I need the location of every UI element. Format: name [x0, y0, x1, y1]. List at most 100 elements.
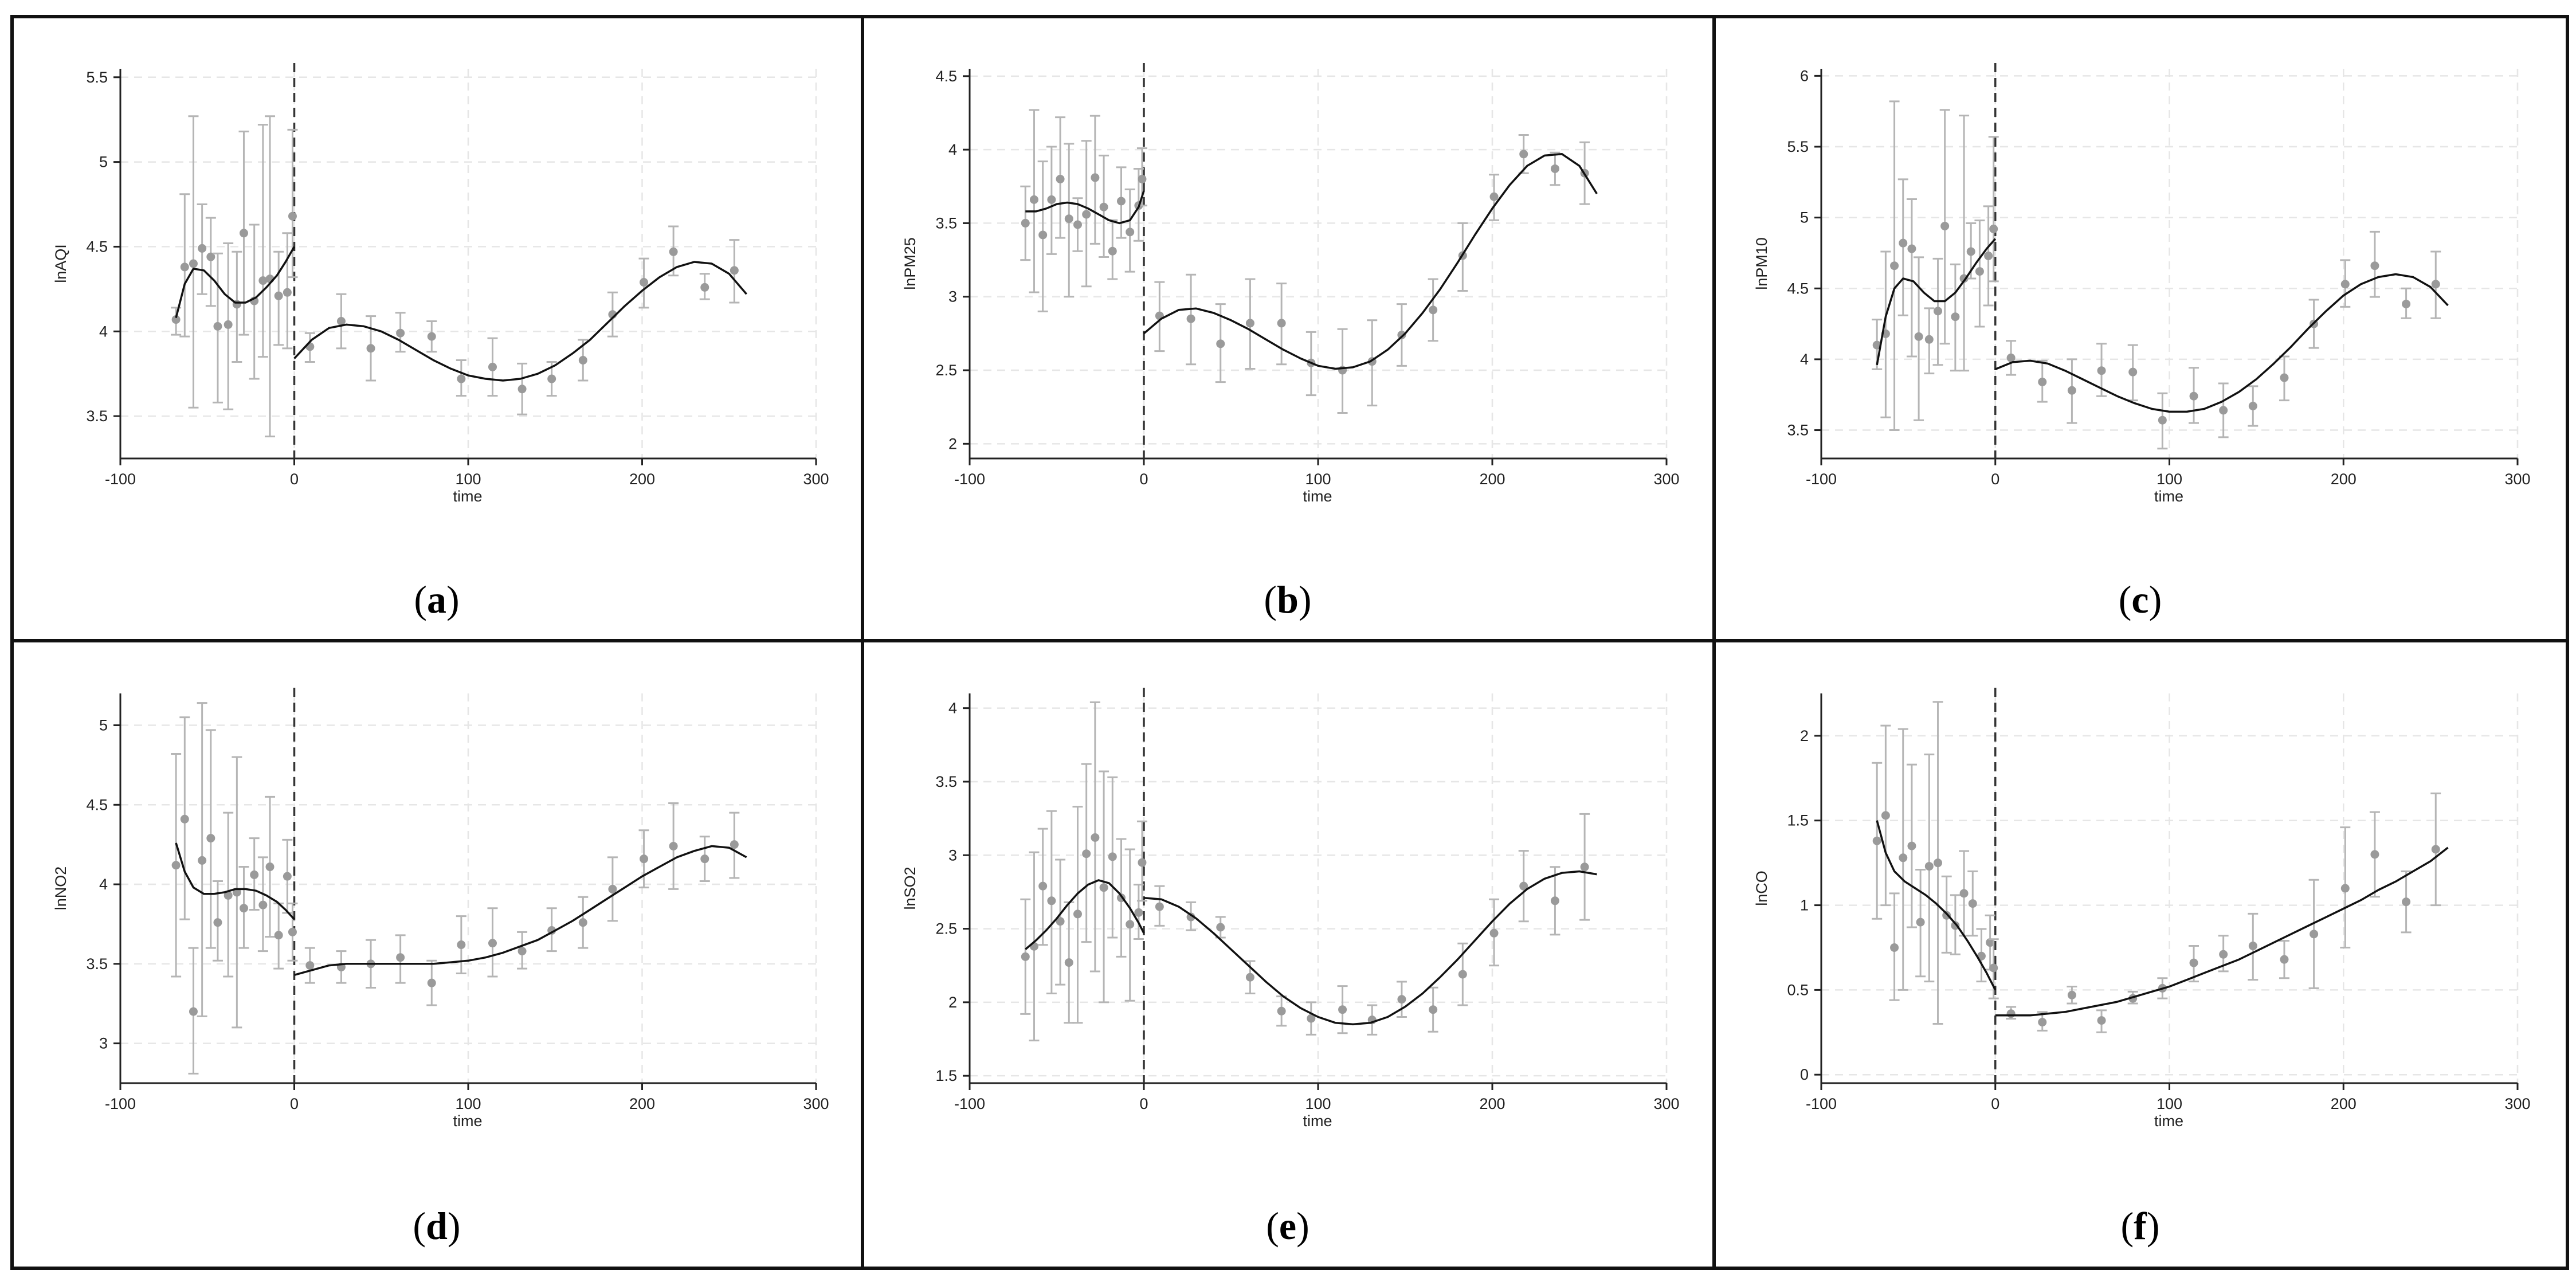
fit-curve-after: [1995, 846, 2449, 1017]
y-tick-label: 5: [1800, 209, 1809, 226]
y-tick-label: 4: [1800, 351, 1809, 368]
data-point: [2189, 958, 2198, 967]
data-point: [305, 961, 315, 970]
data-point: [198, 244, 207, 253]
y-tick-label: 6: [1800, 67, 1809, 84]
data-point: [700, 854, 709, 864]
data-point: [2402, 299, 2411, 308]
y-tick-label: 1.5: [1787, 812, 1809, 829]
fit-curve-after: [293, 261, 747, 382]
data-point: [1021, 952, 1030, 961]
data-point: [1951, 312, 1960, 322]
data-point: [239, 904, 248, 913]
y-tick-label: 1.5: [935, 1067, 957, 1084]
data-point: [180, 814, 189, 824]
data-point: [2128, 367, 2138, 377]
y-tick-label: 3.5: [86, 955, 108, 973]
data-point: [2340, 280, 2350, 289]
data-point: [1245, 319, 1254, 328]
data-point: [396, 953, 405, 962]
error-bar: [1988, 136, 1999, 283]
fit-curve-after: [1143, 153, 1598, 370]
data-point: [1126, 228, 1135, 237]
data-point: [1216, 923, 1225, 932]
data-point: [288, 211, 297, 221]
y-axis-label: lnPM25: [901, 237, 919, 290]
y-tick-label: 4.5: [86, 238, 108, 255]
y-axis-label: lnAQI: [52, 244, 69, 283]
chart-panel: -100 0 100 200 300 0 0.5 1 1.5 2 time lnCO (f): [1753, 688, 2531, 1248]
y-tick-label: 4: [99, 323, 108, 340]
data-point: [578, 918, 587, 927]
data-point: [1924, 862, 1934, 871]
data-point: [1091, 173, 1100, 182]
data-point: [1429, 305, 1438, 315]
x-tick-label: 300: [1653, 1095, 1679, 1112]
data-point: [1186, 314, 1195, 323]
panel-frame: [861, 639, 1716, 1270]
data-point: [547, 374, 556, 383]
y-tick-label: 3.5: [86, 407, 108, 425]
data-point: [2038, 377, 2047, 386]
x-tick-label: 300: [2504, 471, 2530, 488]
x-tick-label: 300: [803, 1095, 829, 1112]
data-point: [180, 262, 189, 272]
data-point: [517, 947, 527, 956]
x-tick-label: 0: [290, 471, 299, 488]
data-point: [1038, 230, 1048, 240]
x-tick-label: -100: [1806, 1095, 1837, 1112]
data-point: [274, 291, 283, 300]
x-tick-label: 200: [629, 1095, 655, 1112]
y-tick-label: 4: [99, 876, 108, 893]
data-point: [1872, 340, 1881, 350]
data-point: [189, 259, 198, 268]
x-tick-label: 100: [455, 471, 481, 488]
data-point: [1550, 164, 1559, 173]
y-tick-label: 4.5: [86, 796, 108, 813]
chart-panel: -100 0 100 200 300 2 2.5 3 3.5 4 4.5 time lnPM25 (b): [901, 63, 1680, 621]
data-point: [1029, 195, 1038, 204]
data-point: [213, 322, 222, 331]
data-point: [2158, 415, 2167, 425]
data-point: [700, 283, 709, 292]
data-point: [1968, 899, 1977, 908]
x-axis-label: time: [453, 488, 482, 505]
x-tick-label: -100: [105, 471, 136, 488]
data-point: [198, 856, 207, 865]
data-point: [1397, 330, 1406, 339]
data-point: [1934, 858, 1943, 868]
x-axis-label: time: [2154, 1112, 2183, 1130]
data-point: [258, 276, 268, 285]
y-tick-label: 3.5: [935, 214, 957, 232]
data-point: [2402, 897, 2411, 907]
panel-label: (a): [414, 578, 459, 621]
data-point: [1580, 862, 1589, 872]
data-point: [488, 939, 497, 948]
data-point: [1064, 214, 1073, 224]
y-tick-label: 4.5: [935, 68, 957, 85]
panel-frame: [10, 15, 864, 642]
fit-curve-after: [1995, 273, 2449, 413]
data-point: [2370, 850, 2379, 859]
x-tick-label: 300: [803, 471, 829, 488]
data-point: [1429, 1005, 1438, 1014]
data-point: [336, 317, 346, 326]
y-tick-label: 3.5: [935, 773, 957, 790]
data-point: [1277, 1006, 1286, 1016]
data-point: [608, 884, 617, 893]
panel-label: (f): [2121, 1204, 2160, 1248]
data-point: [1914, 332, 1923, 341]
y-tick-label: 2: [948, 994, 957, 1011]
x-tick-label: 200: [2331, 471, 2357, 488]
data-point: [1959, 889, 1969, 898]
data-point: [1890, 261, 1899, 270]
x-tick-label: 100: [2157, 471, 2182, 488]
data-point: [1934, 307, 1943, 316]
data-point: [730, 840, 739, 849]
y-axis-label: lnPM10: [1753, 237, 1770, 290]
data-point: [1155, 902, 1164, 911]
data-point: [1924, 335, 1934, 344]
fit-curve-before: [175, 842, 295, 920]
chart-panel: -100 0 100 200 300 1.5 2 2.5 3 3.5 4 time lnSO2 (e): [901, 688, 1680, 1248]
